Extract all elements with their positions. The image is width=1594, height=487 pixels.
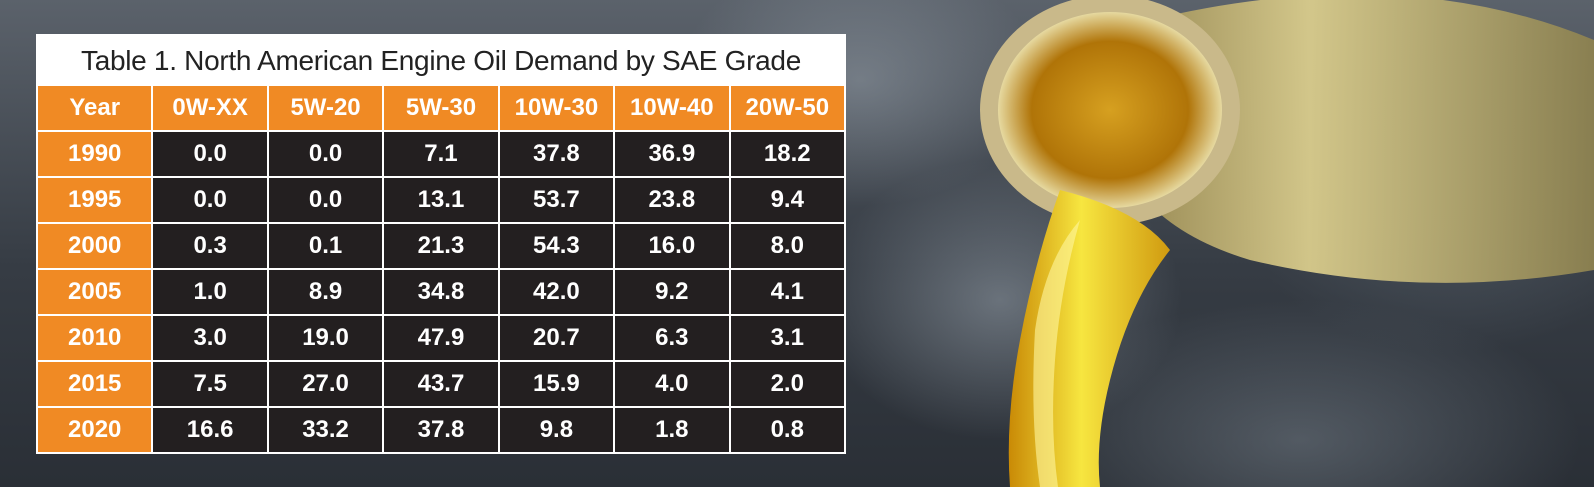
- value-cell: 0.1: [266, 222, 385, 270]
- year-cell: 2015: [35, 360, 154, 408]
- year-cell: 2000: [35, 222, 154, 270]
- value-cell: 1.8: [613, 406, 731, 454]
- oil-demand-table: Table 1. North American Engine Oil Deman…: [35, 34, 847, 454]
- table-body: 1990 0.0 0.0 7.1 37.8 36.9 18.2 1995 0.0 0.0 13.1 5…: [35, 130, 847, 454]
- value-cell: 37.8: [497, 130, 616, 178]
- value-cell: 9.8: [497, 406, 616, 454]
- column-header: 10W-40: [613, 84, 731, 132]
- value-cell: 8.9: [266, 268, 385, 316]
- column-header: Year: [35, 84, 154, 132]
- value-cell: 42.0: [497, 268, 616, 316]
- value-cell: 16.6: [151, 406, 269, 454]
- value-cell: 7.5: [151, 360, 269, 408]
- table-row: 1990 0.0 0.0 7.1 37.8 36.9 18.2: [35, 130, 847, 178]
- value-cell: 3.1: [728, 314, 847, 362]
- value-cell: 4.1: [728, 268, 847, 316]
- column-header: 10W-30: [497, 84, 616, 132]
- value-cell: 0.0: [151, 176, 269, 224]
- value-cell: 7.1: [382, 130, 500, 178]
- value-cell: 34.8: [382, 268, 500, 316]
- value-cell: 0.0: [151, 130, 269, 178]
- value-cell: 13.1: [382, 176, 500, 224]
- value-cell: 18.2: [728, 130, 847, 178]
- value-cell: 8.0: [728, 222, 847, 270]
- table-row: 2000 0.3 0.1 21.3 54.3 16.0 8.0: [35, 222, 847, 270]
- value-cell: 23.8: [613, 176, 731, 224]
- column-header: 5W-20: [266, 84, 385, 132]
- value-cell: 19.0: [266, 314, 385, 362]
- table-row: 2010 3.0 19.0 47.9 20.7 6.3 3.1: [35, 314, 847, 362]
- value-cell: 9.4: [728, 176, 847, 224]
- table-row: 2005 1.0 8.9 34.8 42.0 9.2 4.1: [35, 268, 847, 316]
- value-cell: 3.0: [151, 314, 269, 362]
- value-cell: 9.2: [613, 268, 731, 316]
- column-header: 20W-50: [728, 84, 847, 132]
- value-cell: 54.3: [497, 222, 616, 270]
- value-cell: 20.7: [497, 314, 616, 362]
- year-cell: 2010: [35, 314, 154, 362]
- value-cell: 4.0: [613, 360, 731, 408]
- table-row: 2020 16.6 33.2 37.8 9.8 1.8 0.8: [35, 406, 847, 454]
- value-cell: 21.3: [382, 222, 500, 270]
- year-cell: 2005: [35, 268, 154, 316]
- data-grid: Year 0W-XX 5W-20 5W-30 10W-30 10W-40 20W-50 19…: [35, 84, 847, 454]
- value-cell: 2.0: [728, 360, 847, 408]
- value-cell: 53.7: [497, 176, 616, 224]
- year-cell: 1995: [35, 176, 154, 224]
- header-row: Year 0W-XX 5W-20 5W-30 10W-30 10W-40 20W-50: [35, 84, 847, 132]
- value-cell: 47.9: [382, 314, 500, 362]
- value-cell: 33.2: [266, 406, 385, 454]
- value-cell: 0.8: [728, 406, 847, 454]
- value-cell: 27.0: [266, 360, 385, 408]
- value-cell: 16.0: [613, 222, 731, 270]
- column-header: 5W-30: [382, 84, 500, 132]
- value-cell: 6.3: [613, 314, 731, 362]
- value-cell: 0.0: [266, 130, 385, 178]
- value-cell: 0.0: [266, 176, 385, 224]
- value-cell: 36.9: [613, 130, 731, 178]
- table-row: 2015 7.5 27.0 43.7 15.9 4.0 2.0: [35, 360, 847, 408]
- year-cell: 2020: [35, 406, 154, 454]
- value-cell: 15.9: [497, 360, 616, 408]
- table-row: 1995 0.0 0.0 13.1 53.7 23.8 9.4: [35, 176, 847, 224]
- table-title: Table 1. North American Engine Oil Deman…: [81, 45, 801, 76]
- value-cell: 37.8: [382, 406, 500, 454]
- year-cell: 1990: [35, 130, 154, 178]
- value-cell: 1.0: [151, 268, 269, 316]
- value-cell: 0.3: [151, 222, 269, 270]
- value-cell: 43.7: [382, 360, 500, 408]
- column-header: 0W-XX: [151, 84, 269, 132]
